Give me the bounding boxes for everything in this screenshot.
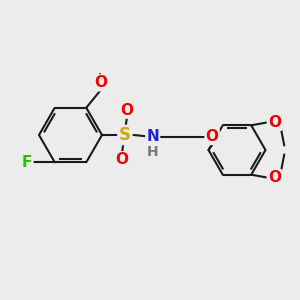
Text: O: O bbox=[116, 152, 129, 167]
Text: F: F bbox=[22, 155, 32, 170]
Text: H: H bbox=[147, 145, 158, 159]
Text: N: N bbox=[146, 129, 159, 144]
Text: O: O bbox=[268, 170, 281, 185]
Text: O: O bbox=[268, 115, 281, 130]
Text: S: S bbox=[118, 126, 130, 144]
Text: O: O bbox=[94, 75, 107, 90]
Text: O: O bbox=[206, 129, 219, 144]
Text: O: O bbox=[120, 103, 134, 118]
